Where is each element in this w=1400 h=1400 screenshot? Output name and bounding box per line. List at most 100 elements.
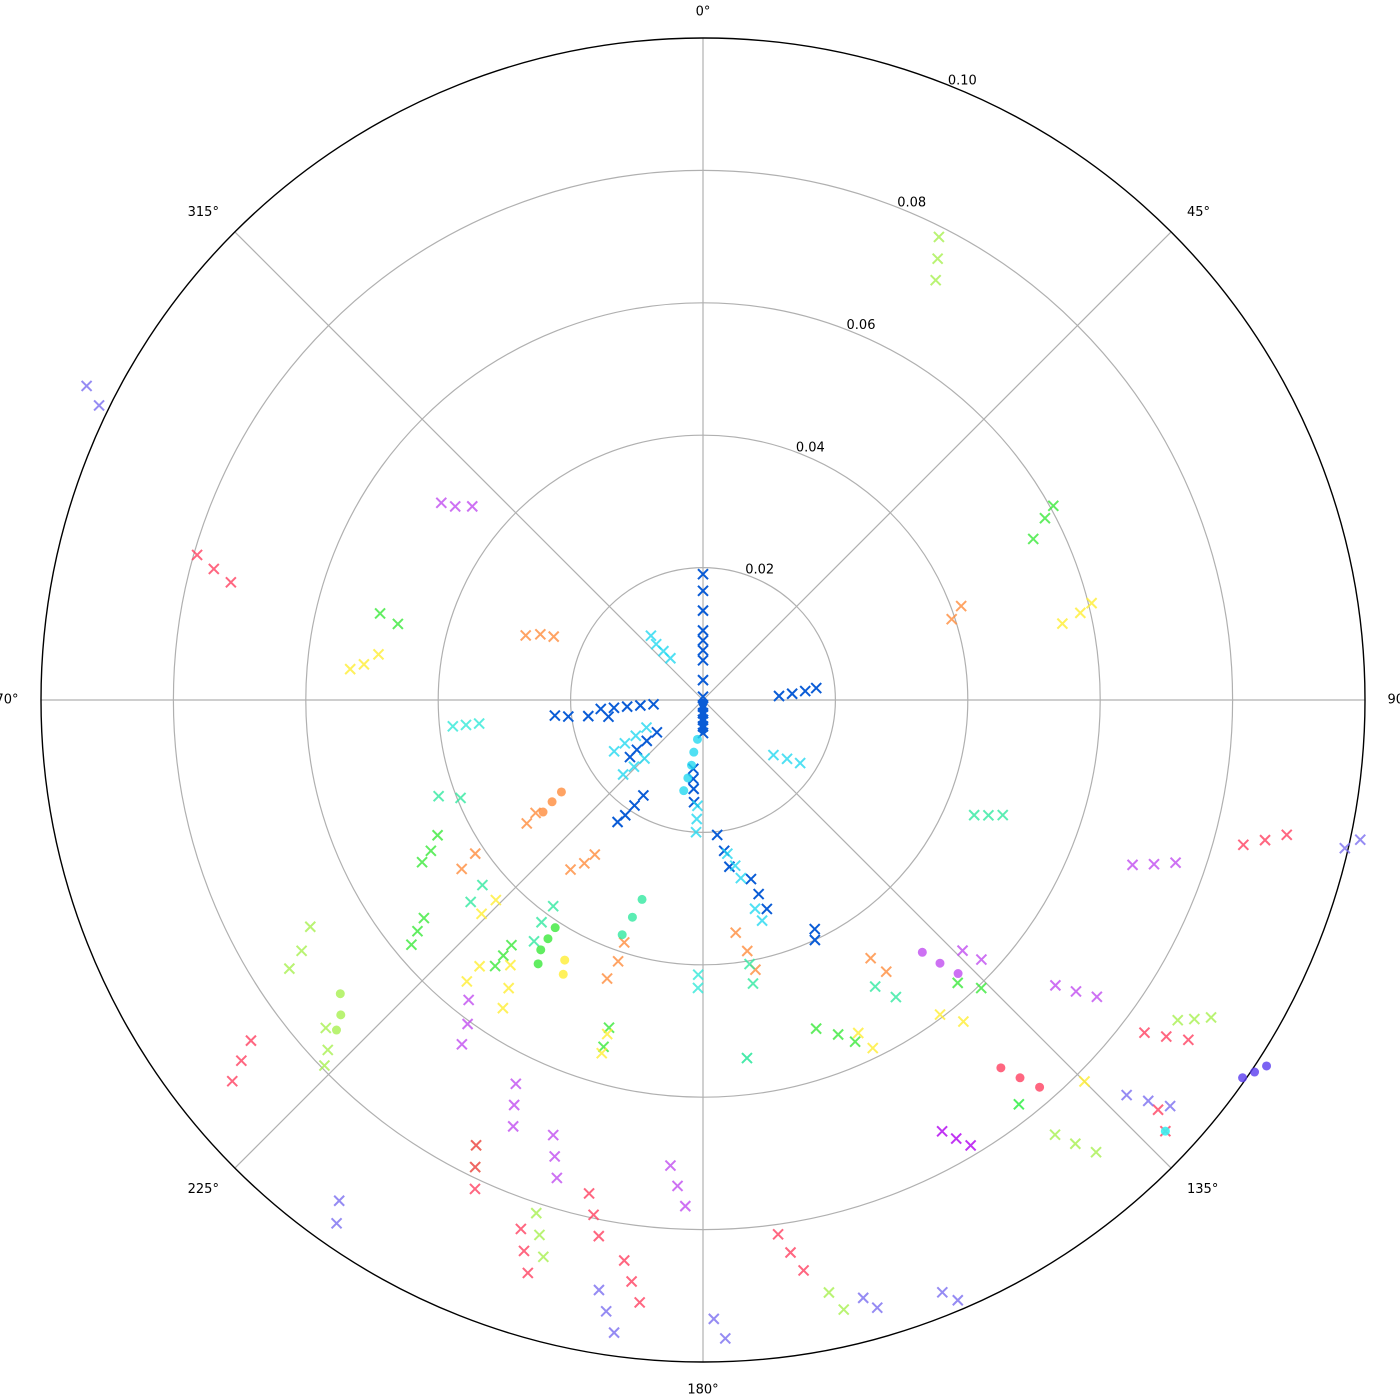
data-point-x (741, 1052, 753, 1064)
data-point-x (612, 955, 624, 967)
angle-tick-label: 180° (687, 1382, 718, 1397)
data-point-circle (698, 705, 708, 715)
data-point-x (1160, 1030, 1172, 1043)
data-point-x (945, 613, 958, 625)
data-point-x (473, 717, 485, 730)
data-point-x (245, 1034, 257, 1047)
data-point-x (952, 1294, 964, 1306)
data-point-x (520, 629, 532, 642)
data-point-circle (698, 698, 708, 708)
data-point-x (530, 1207, 542, 1219)
data-point-x (593, 1230, 605, 1242)
data-point-x (529, 807, 542, 819)
data-point-x (1120, 1089, 1133, 1101)
data-point-x (645, 629, 657, 642)
data-point-x (1070, 985, 1082, 998)
data-point-x (374, 607, 386, 620)
data-point-x (799, 685, 811, 697)
data-point-x (634, 699, 647, 712)
data-point-x (1205, 1011, 1217, 1024)
data-point-circle (698, 712, 708, 722)
data-point-x (582, 710, 594, 722)
radial-tick-label: 0.06 (847, 318, 876, 333)
data-point-x (497, 1002, 509, 1014)
data-point-circle (335, 989, 345, 999)
data-point-x (593, 1284, 605, 1296)
data-point-x (867, 1042, 879, 1054)
data-point-x (628, 760, 640, 773)
tick-labels: 0° 45° 90° 135° 180° 225° 270° 315° 0.02 0.04 0.06… (0, 4, 1400, 1397)
data-point-x (934, 1008, 946, 1021)
data-point-x (489, 960, 501, 972)
data-marks (80, 231, 1366, 1345)
data-point-x (619, 737, 631, 750)
angular-grid-line (234, 699, 704, 1169)
data-point-x (697, 674, 709, 686)
data-point-x (318, 1059, 331, 1072)
data-point-circle (689, 747, 699, 757)
data-point-x (786, 688, 798, 700)
data-point-x (773, 690, 785, 702)
data-point-x (455, 863, 468, 875)
data-point-x (810, 1022, 822, 1035)
data-point-circle (917, 947, 927, 957)
angular-grid-line (702, 231, 1172, 701)
data-point-x (1126, 859, 1139, 871)
data-point-x (849, 1035, 861, 1048)
data-point-circle (996, 1063, 1006, 1073)
data-point-x (547, 630, 560, 643)
data-point-x (497, 949, 509, 962)
data-point-x (601, 1028, 613, 1040)
data-point-x (691, 800, 704, 812)
data-point-x (761, 903, 773, 915)
data-point-x (857, 1292, 869, 1304)
data-point-x (601, 972, 613, 985)
data-point-x (295, 945, 308, 957)
data-point-circle (533, 959, 543, 969)
data-point-x (358, 658, 370, 671)
data-point-x (929, 274, 942, 286)
data-point-x (869, 980, 881, 993)
data-point-x (1164, 1100, 1176, 1112)
data-point-x (797, 1264, 810, 1277)
data-point-x (671, 1180, 684, 1192)
data-point-x (618, 936, 630, 949)
data-point-x (931, 252, 944, 265)
data-point-x (747, 977, 759, 990)
data-point-x (304, 921, 316, 933)
data-point-circle (543, 934, 553, 944)
data-point-x (548, 1150, 561, 1163)
data-point-circle (698, 725, 708, 735)
data-point-circle (637, 894, 647, 904)
data-point-x (191, 549, 203, 561)
data-point-circle (1015, 1073, 1025, 1083)
data-point-x (392, 618, 404, 630)
data-point-x (461, 975, 473, 988)
data-point-x (1169, 857, 1182, 869)
data-point-x (608, 702, 620, 714)
data-point-x (490, 894, 502, 906)
data-point-x (518, 1245, 530, 1257)
data-point-x (476, 879, 489, 891)
data-point-x (456, 1038, 468, 1051)
radial-tick-label: 0.10 (948, 73, 977, 88)
polar-frame (40, 37, 1366, 1363)
data-point-x (697, 644, 709, 657)
data-point-x (729, 860, 741, 872)
data-point-x (535, 916, 548, 928)
data-point-x (968, 809, 980, 821)
angle-tick-label: 135° (1187, 1182, 1218, 1197)
data-point-circle (687, 760, 697, 770)
data-point-x (794, 757, 806, 769)
data-point-x (521, 817, 533, 830)
data-point-x (1049, 979, 1062, 992)
data-point-x (549, 709, 561, 722)
data-point-x (547, 900, 559, 912)
data-point-x (690, 826, 702, 838)
data-point-x (956, 944, 969, 957)
radial-tick-label: 0.02 (745, 563, 774, 578)
data-point-circle (1035, 1082, 1045, 1092)
data-point-circle (1160, 1126, 1170, 1136)
data-point-x (749, 903, 761, 915)
